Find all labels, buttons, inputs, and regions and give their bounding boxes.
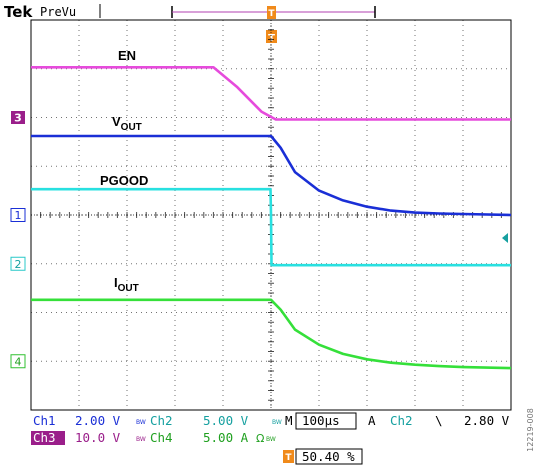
svg-text:T: T — [285, 453, 292, 463]
svg-text:50.40 %: 50.40 % — [302, 449, 355, 464]
svg-text:BW: BW — [272, 419, 282, 426]
graticule-grid — [30, 19, 512, 411]
timebase-readout: M 100µs — [285, 412, 357, 430]
ch4-readout: Ch4 5.00 A Ω BW — [150, 430, 276, 445]
svg-text:3: 3 — [14, 112, 22, 125]
svg-text:4: 4 — [15, 355, 22, 368]
svg-text:Ch1: Ch1 — [33, 413, 56, 428]
svg-text:BW: BW — [266, 436, 276, 443]
svg-text:Ch2: Ch2 — [150, 413, 173, 428]
mode-label: PreVu — [40, 5, 76, 19]
trigger-level-arrow — [502, 233, 508, 243]
trace-iout — [31, 298, 512, 370]
svg-text:T: T — [268, 9, 275, 19]
svg-text:Ω: Ω — [256, 432, 264, 445]
svg-text:5.00 A: 5.00 A — [203, 430, 249, 445]
svg-text:\: \ — [435, 413, 443, 428]
svg-text:A: A — [368, 413, 376, 428]
svg-text:Ch3: Ch3 — [33, 430, 56, 445]
svg-text:10.0 V: 10.0 V — [75, 430, 121, 445]
trigger-position-readout: T 50.40 % — [283, 448, 363, 465]
svg-text:Ch4: Ch4 — [150, 430, 173, 445]
trace-vout — [31, 134, 512, 217]
ch1-marker: 1 — [10, 208, 26, 222]
svg-text:2: 2 — [15, 258, 22, 271]
trace-pgood — [31, 187, 511, 267]
svg-text:BW: BW — [136, 436, 146, 443]
svg-text:2.00 V: 2.00 V — [75, 413, 121, 428]
label-pgood: PGOOD — [100, 173, 148, 188]
label-vout: VOUT — [112, 114, 142, 133]
svg-text:2.80 V: 2.80 V — [464, 413, 510, 428]
label-iout: IOUT — [114, 275, 139, 294]
label-en: EN — [118, 48, 136, 63]
waveforms — [31, 66, 512, 370]
svg-text:M: M — [285, 413, 293, 428]
svg-text:BW: BW — [136, 419, 146, 426]
ch2-marker: 2 — [10, 256, 26, 271]
ch2-readout: Ch2 5.00 V BW — [150, 413, 282, 428]
svg-text:Ch2: Ch2 — [390, 413, 413, 428]
brand-logo: Tek — [4, 3, 33, 21]
svg-text:1: 1 — [15, 209, 22, 222]
svg-text:100µs: 100µs — [302, 413, 340, 428]
svg-text:5.00 V: 5.00 V — [203, 413, 249, 428]
trace-en — [31, 66, 511, 121]
ch3-marker: 3 — [11, 111, 25, 125]
svg-text:T: T — [268, 33, 275, 44]
ch1-readout: Ch1 2.00 V BW — [33, 413, 146, 428]
trigger-readout: A Ch2 \ 2.80 V — [368, 413, 510, 428]
ch3-readout: Ch3 10.0 V BW — [31, 430, 146, 445]
trigger-position-marker-top: T — [267, 6, 276, 19]
trigger-point-marker: T — [266, 30, 277, 44]
figure-id: 12219-008 — [526, 408, 535, 452]
ch4-marker: 4 — [10, 354, 26, 369]
